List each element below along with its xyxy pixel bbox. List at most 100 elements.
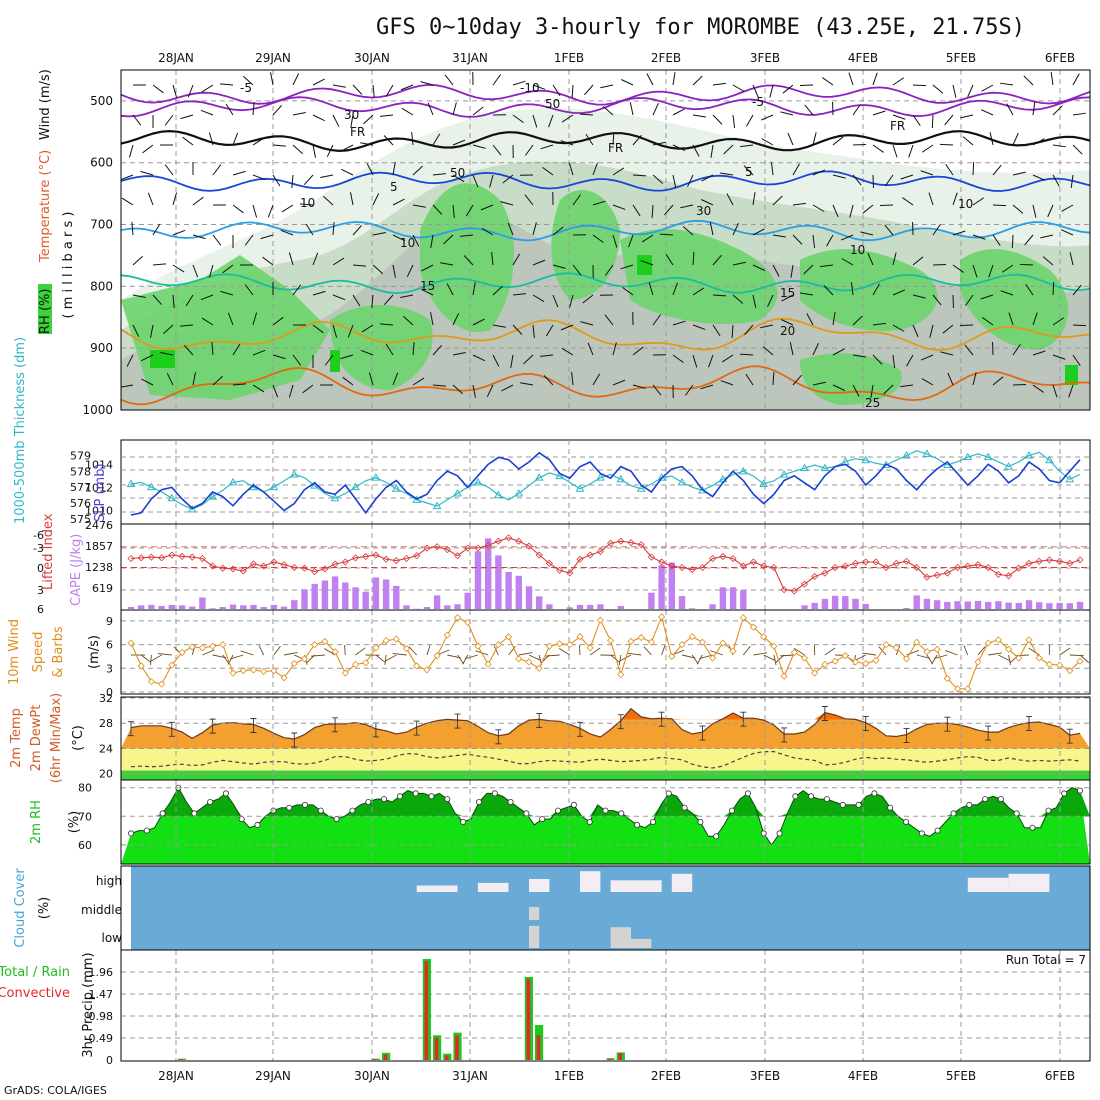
wind10-point <box>698 638 707 646</box>
wind10-point <box>586 644 594 652</box>
isotherm-label: 20 <box>780 324 795 338</box>
bottom-date-label: 1FEB <box>554 1069 584 1083</box>
wind-barb <box>1042 256 1054 266</box>
wind10-point <box>198 644 206 652</box>
wind-barb <box>772 195 783 206</box>
thickness-point <box>269 482 279 491</box>
wind-barb <box>512 324 523 335</box>
wind-barb <box>604 264 614 276</box>
wind-barb <box>420 81 434 86</box>
wind-barb <box>561 347 574 356</box>
wind-barb <box>1012 204 1024 214</box>
wind-barb <box>211 342 214 356</box>
wind-barb <box>432 204 443 215</box>
wind10-point <box>1066 667 1074 675</box>
wind-barb <box>770 162 774 176</box>
wind-barb <box>1025 283 1034 296</box>
top-date-label: 6FEB <box>1045 51 1075 65</box>
wind-barb <box>392 162 396 176</box>
wind10-point <box>953 685 962 693</box>
isotherm-20 <box>121 317 1090 352</box>
cape-bar <box>801 605 808 609</box>
wind-barb <box>1068 384 1074 398</box>
rh2m-unit-label: (%) <box>67 811 82 834</box>
wind-barb <box>472 384 476 398</box>
lifted-point <box>443 545 451 554</box>
wind-barb <box>1052 281 1055 296</box>
wind-barb <box>272 316 284 326</box>
wind10-point <box>392 635 400 643</box>
wind-barb <box>760 114 774 121</box>
wind-barb <box>732 114 736 128</box>
chart-title: GFS 0~10day 3-hourly for MOROMBE (43.25E… <box>376 15 1025 40</box>
wind-barb <box>141 354 154 362</box>
wind-barb <box>920 354 934 361</box>
wind-barb <box>1047 204 1054 218</box>
precip-convective-bar <box>424 961 429 1060</box>
temperature-minmax-bar <box>291 732 298 748</box>
wind-barb <box>952 264 964 273</box>
cape-bar <box>393 585 400 609</box>
wind10-barb <box>202 649 215 656</box>
wind-barb <box>312 114 325 122</box>
wind10-point <box>576 633 584 641</box>
wind-barb <box>712 114 723 125</box>
wind-barb <box>692 287 705 296</box>
wind-barb <box>579 113 594 116</box>
lifted-point <box>351 554 360 562</box>
wind10-point <box>484 660 492 668</box>
wind-barb <box>665 253 674 266</box>
wind10-point <box>566 641 574 649</box>
cape-bar <box>178 605 186 609</box>
wind-barb <box>472 318 485 326</box>
wind-barb <box>220 83 234 86</box>
wind-barb <box>972 264 978 278</box>
wind-barb <box>852 384 860 397</box>
wind-barb <box>232 132 239 146</box>
thickness-point <box>800 463 809 472</box>
lifted-point <box>464 544 472 552</box>
upper-grid <box>121 70 1090 410</box>
cape-bar <box>974 600 982 609</box>
wind-barb <box>632 174 647 177</box>
rh2m-point <box>776 830 783 837</box>
cape-bar <box>954 601 961 609</box>
cloud-clear-patch <box>967 877 1009 892</box>
cloud-cover-area <box>131 866 1090 950</box>
precip-convective-bar <box>455 1035 459 1060</box>
wind10-point <box>841 652 849 660</box>
cape-bar <box>464 592 471 609</box>
wind-barb <box>510 354 514 368</box>
wind10-point <box>494 641 502 649</box>
wind10-barb <box>643 646 652 656</box>
wind10-axis-label: & Barbs <box>51 626 66 678</box>
cape-bar <box>1036 602 1043 609</box>
lifted-point <box>515 537 523 545</box>
rh2m-point <box>634 821 641 828</box>
wind-barb <box>380 323 394 326</box>
cloud-clear-patch <box>631 938 652 948</box>
wind10-point <box>474 642 482 650</box>
wind-barb <box>912 114 921 127</box>
precip-convective-bar <box>444 1055 449 1060</box>
wind10-point <box>923 648 931 656</box>
wind10-point <box>637 633 645 642</box>
wind-barb <box>931 114 934 129</box>
wind-barb <box>580 321 594 326</box>
wind10-barb <box>385 654 397 662</box>
wind-barb <box>491 252 494 266</box>
wind-barb <box>952 192 958 206</box>
wind-barb <box>1000 82 1014 86</box>
wind-barb <box>964 344 974 356</box>
lifted-point <box>413 552 421 560</box>
wind-barb <box>540 144 554 150</box>
wind-barb <box>1072 354 1081 367</box>
wind-barb <box>712 324 721 337</box>
lifted-point <box>402 554 411 563</box>
wind-barb <box>832 312 836 326</box>
wind-barb <box>812 132 817 146</box>
rh-moist-area <box>620 229 778 324</box>
bottom-date-label: 2FEB <box>651 1069 681 1083</box>
wind-barb <box>572 264 582 276</box>
wind-barb <box>932 224 941 236</box>
